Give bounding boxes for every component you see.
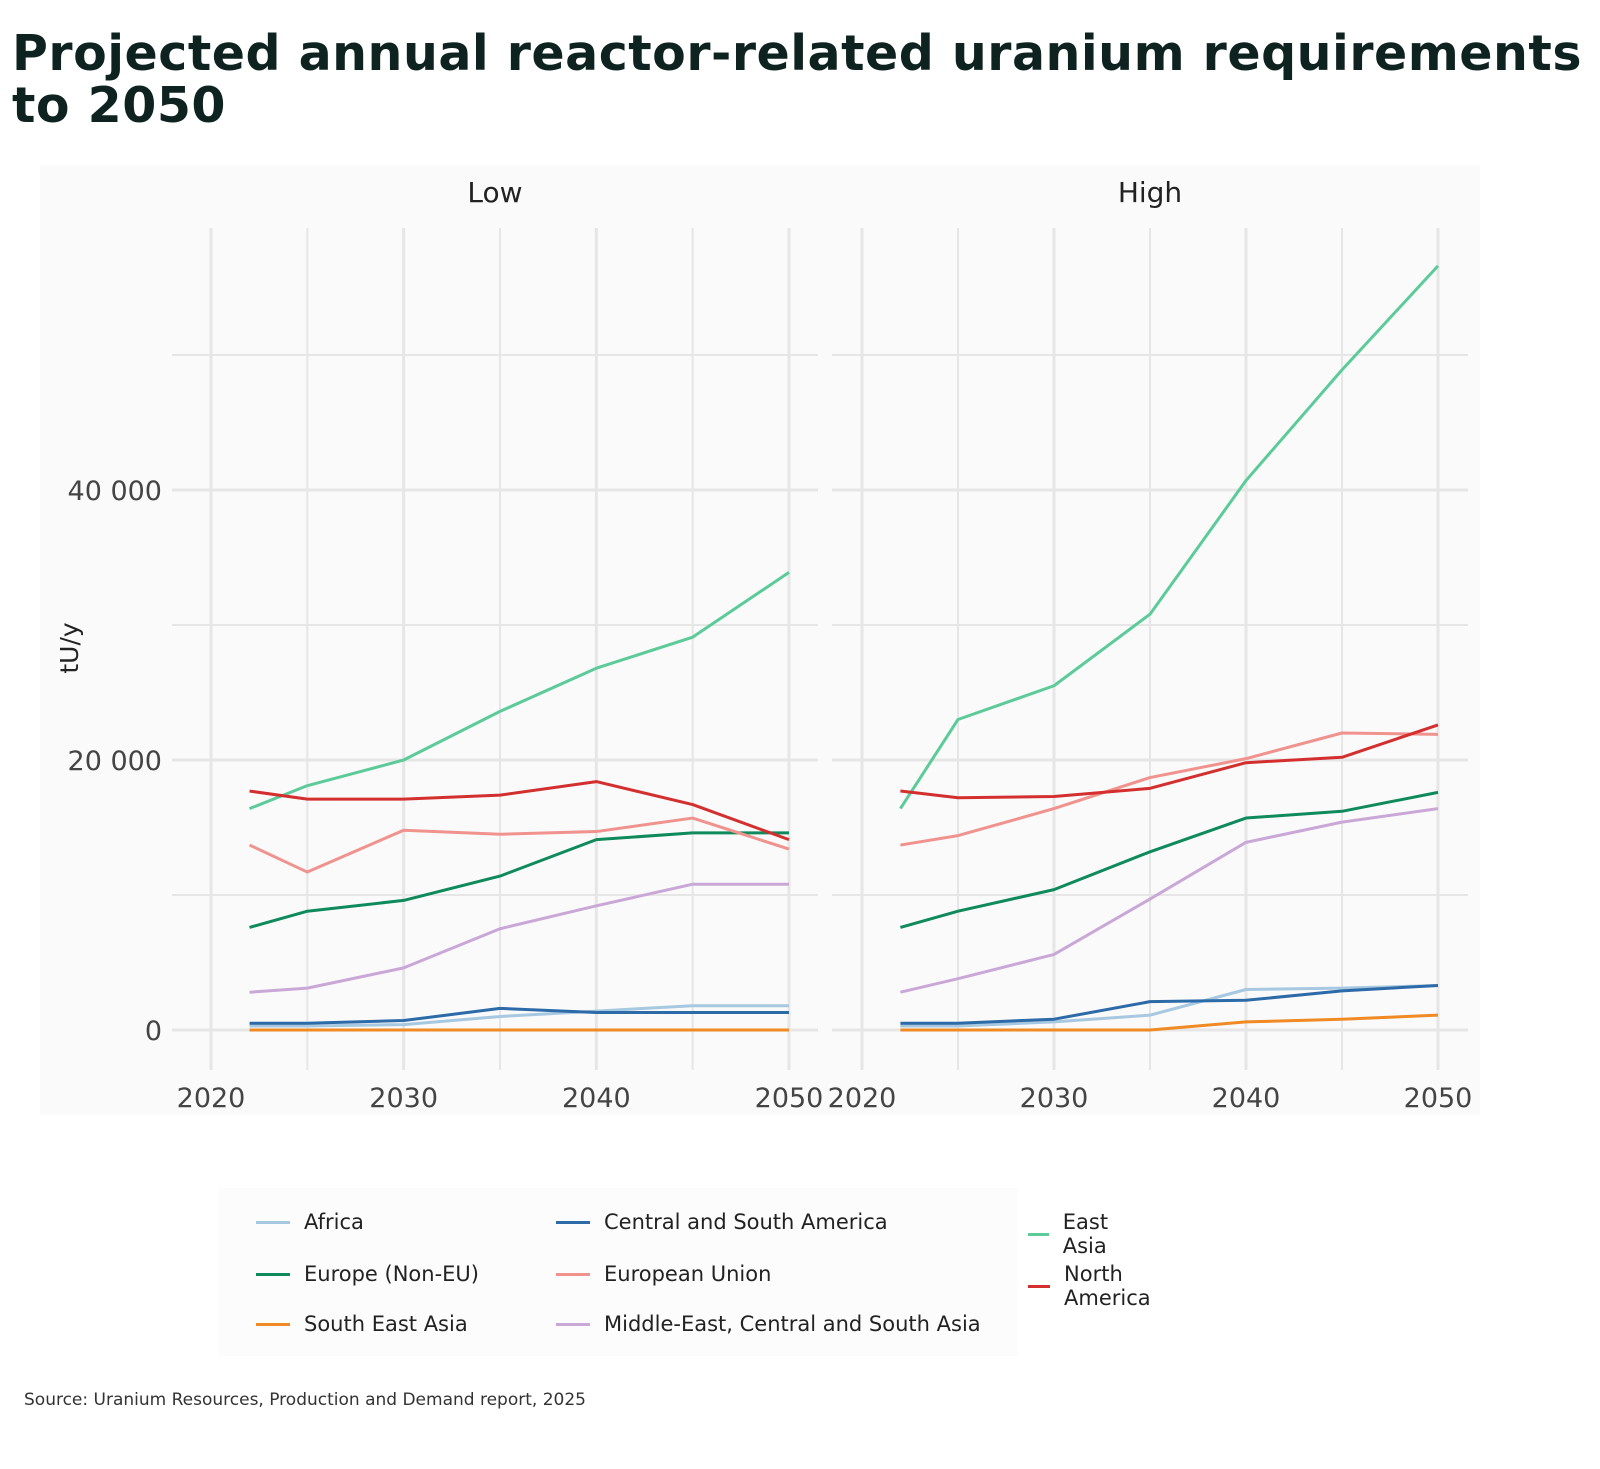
legend-label: Europe (Non-EU) [304,1262,479,1286]
y-axis-label: tU/y [55,622,84,674]
legend-label: Africa [304,1210,364,1234]
chart-title: Projected annual reactor-related uranium… [12,25,1582,134]
series-line-south-east-asia [900,1013,1439,1032]
series-line-africa [900,983,1439,1028]
legend: Africa Central and South America East Asia… [218,1188,1151,1356]
legend-label: North America [1064,1262,1151,1310]
legend-item: Central and South America [556,1210,888,1234]
series-line-east-asia [899,264,1440,810]
legend-label: Middle-East, Central and South Asia [604,1312,981,1336]
legend-swatch [256,1272,290,1276]
x-tick-label: 2050 [755,1083,824,1114]
x-tick-label: 2050 [1404,1083,1473,1114]
legend-swatch [556,1322,590,1326]
panel-high: High 2020 2030 2040 2050 [828,176,1473,1114]
series-line-africa [249,1004,789,1028]
legend-swatch [256,1220,290,1224]
legend-item: Africa [256,1210,364,1234]
legend-label: South East Asia [304,1312,468,1336]
series-line-europe-non-eu- [899,790,1439,929]
series-line-central-and-south-america [900,983,1439,1025]
series-line-european-union [248,816,790,874]
legend-item: East Asia [1028,1210,1121,1258]
plot-background [40,165,1480,1115]
series-line-europe-non-eu- [249,831,789,929]
series-line-european-union [900,731,1439,847]
series-line-central-and-south-america [249,1006,789,1025]
y-tick-label: 40 000 [68,476,162,507]
x-tick-label: 2020 [828,1083,897,1114]
series-line-north-america [249,780,790,842]
legend-item: Middle-East, Central and South Asia [556,1312,981,1336]
legend-item: North America [1028,1262,1163,1310]
x-tick-label: 2040 [1212,1083,1281,1114]
source-note: Source: Uranium Resources, Production an… [24,1390,586,1410]
x-tick-label: 2040 [562,1083,631,1114]
legend-swatch [256,1322,290,1326]
y-tick-label: 20 000 [68,746,162,777]
legend-swatch [556,1272,590,1276]
x-tick-label: 2020 [177,1083,246,1114]
legend-label: East Asia [1062,1210,1109,1258]
legend-item: European Union [556,1262,771,1286]
series-line-north-america [900,723,1439,800]
legend-item: South East Asia [256,1312,468,1336]
series-line-middle-east-central-and-south-asia [249,882,789,994]
x-tick-label: 2030 [369,1083,438,1114]
legend-swatch [1028,1284,1051,1288]
panel-title: High [1118,176,1182,209]
legend-swatch [1028,1232,1049,1236]
panel-low: Low 2020 2030 2040 2050 [172,176,823,1114]
legend-swatch [556,1220,590,1224]
series-line-middle-east-central-and-south-asia [900,807,1439,994]
chart-area: Low 2020 2030 2040 2050 High 2020 2030 2040 2050 0… [40,165,1480,1115]
x-tick-label: 2030 [1020,1083,1089,1114]
legend-item: Europe (Non-EU) [256,1262,479,1286]
y-tick-label: 0 [145,1016,162,1047]
legend-label: Central and South America [604,1210,888,1234]
series-line-east-asia [248,571,790,810]
legend-label: European Union [604,1262,772,1286]
panel-title: Low [467,176,522,209]
